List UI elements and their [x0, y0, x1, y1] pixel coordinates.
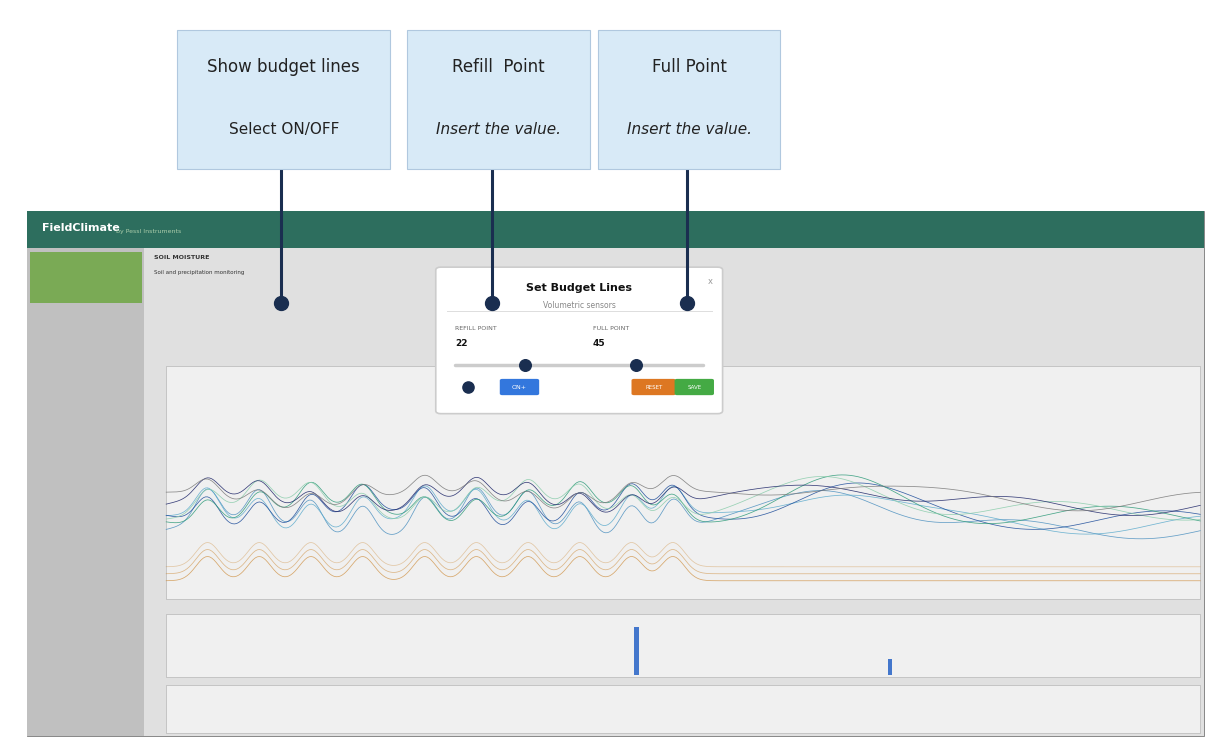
Text: Soil and precipitation monitoring: Soil and precipitation monitoring — [154, 270, 244, 275]
Point — [483, 297, 502, 309]
Point — [677, 297, 697, 309]
FancyBboxPatch shape — [500, 379, 539, 395]
FancyBboxPatch shape — [634, 627, 639, 675]
FancyBboxPatch shape — [166, 614, 1200, 677]
FancyBboxPatch shape — [675, 379, 714, 395]
FancyBboxPatch shape — [166, 684, 1200, 733]
Text: REFILL POINT: REFILL POINT — [455, 326, 497, 331]
FancyBboxPatch shape — [436, 267, 723, 414]
Text: Insert the value.: Insert the value. — [627, 121, 752, 137]
Text: Set Budget Lines: Set Budget Lines — [526, 283, 633, 294]
Text: Select ON/OFF: Select ON/OFF — [229, 121, 339, 137]
Point — [458, 381, 478, 393]
FancyBboxPatch shape — [27, 248, 144, 736]
Text: ON+: ON+ — [512, 385, 527, 389]
FancyBboxPatch shape — [598, 30, 780, 169]
Text: Full Point: Full Point — [652, 58, 726, 75]
Point — [271, 297, 291, 309]
Text: 45: 45 — [593, 339, 606, 348]
Text: FieldClimate: FieldClimate — [42, 223, 119, 232]
Text: 22: 22 — [455, 339, 468, 348]
FancyBboxPatch shape — [166, 366, 1200, 599]
Text: by Pessl Instruments: by Pessl Instruments — [116, 229, 181, 234]
FancyBboxPatch shape — [632, 379, 676, 395]
FancyBboxPatch shape — [177, 30, 390, 169]
Point — [515, 359, 534, 371]
Point — [627, 359, 646, 371]
Text: SOIL MOISTURE: SOIL MOISTURE — [154, 255, 209, 260]
FancyBboxPatch shape — [888, 659, 892, 675]
Text: RESET: RESET — [645, 385, 662, 389]
Text: Insert the value.: Insert the value. — [436, 121, 561, 137]
FancyBboxPatch shape — [27, 211, 1204, 736]
FancyBboxPatch shape — [30, 252, 142, 303]
Text: x: x — [708, 278, 713, 286]
FancyBboxPatch shape — [27, 211, 1204, 248]
Text: Volumetric sensors: Volumetric sensors — [543, 301, 616, 310]
Text: Show budget lines: Show budget lines — [207, 58, 361, 75]
Text: Refill  Point: Refill Point — [452, 58, 545, 75]
FancyBboxPatch shape — [407, 30, 590, 169]
Text: SAVE: SAVE — [687, 385, 702, 389]
Text: FULL POINT: FULL POINT — [593, 326, 629, 331]
FancyBboxPatch shape — [144, 248, 1204, 736]
